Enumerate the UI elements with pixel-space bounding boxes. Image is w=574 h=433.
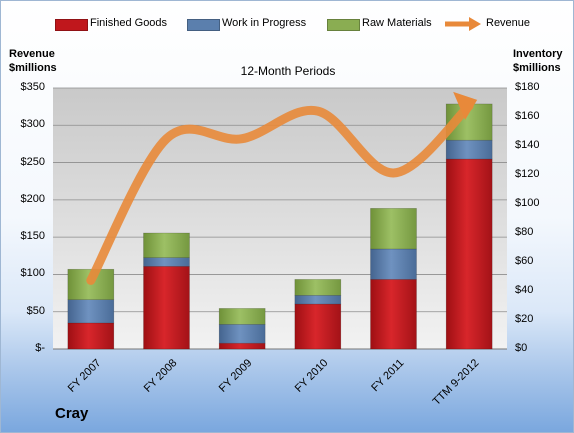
right-tick-label: $60 — [515, 255, 534, 267]
bar-finished-goods — [370, 279, 417, 350]
right-tick-label: $40 — [515, 284, 534, 296]
bar-work-in-progress — [445, 139, 493, 160]
left-tick-label: $200 — [20, 192, 45, 205]
legend-label-work-in-progress: Work in Progress — [222, 17, 307, 29]
bar-finished-goods — [143, 266, 190, 350]
right-tick-label: $120 — [515, 168, 540, 180]
bar-raw-materials — [294, 279, 342, 296]
right-axis-title-line1: Inventory — [513, 48, 563, 60]
right-tick-label: $20 — [515, 313, 534, 325]
right-tick-label: $80 — [515, 226, 534, 238]
gridlines — [53, 87, 507, 350]
right-tick-label: $100 — [515, 197, 540, 209]
bar-finished-goods — [218, 342, 266, 350]
revenue-line-layer — [86, 91, 478, 285]
left-tick-label: $50 — [26, 304, 45, 317]
left-tick-label: $300 — [20, 118, 45, 131]
legend-arrow-icon — [445, 17, 481, 31]
right-tick-label: $180 — [515, 81, 540, 93]
revenue-arrowhead — [453, 91, 478, 120]
bar-work-in-progress — [67, 299, 115, 324]
bars — [67, 103, 493, 350]
bar-work-in-progress — [218, 324, 266, 344]
plot-area — [53, 88, 507, 349]
left-tick-label: $100 — [20, 267, 45, 280]
bar-finished-goods — [445, 158, 493, 350]
bar-finished-goods — [294, 303, 342, 350]
legend-label-finished-goods: Finished Goods — [90, 17, 168, 29]
chart-subtitle: 12-Month Periods — [240, 64, 336, 78]
left-tick-label: $- — [35, 342, 45, 354]
legend-swatch-finished-goods — [55, 19, 88, 31]
bar-raw-materials — [370, 208, 417, 250]
left-tick-label: $150 — [20, 230, 45, 243]
legend-swatch-work-in-progress — [187, 19, 220, 31]
bar-finished-goods — [67, 322, 115, 350]
right-tick-label: $160 — [515, 110, 540, 122]
bar-work-in-progress — [294, 295, 342, 305]
right-tick-label: $0 — [515, 342, 528, 354]
right-tick-label: $140 — [515, 139, 540, 151]
revenue-line — [86, 101, 474, 285]
bar-raw-materials — [218, 308, 266, 325]
bar-work-in-progress — [370, 248, 417, 280]
legend-swatch-raw-materials — [327, 19, 360, 31]
left-axis-title-line2: $millions — [9, 62, 57, 74]
legend-label-raw-materials: Raw Materials — [362, 17, 432, 29]
left-tick-label: $250 — [20, 155, 45, 168]
bar-raw-materials — [143, 232, 190, 258]
legend-label-revenue: Revenue — [486, 17, 531, 29]
left-tick-label: $350 — [20, 81, 45, 93]
left-axis-title-line1: Revenue — [9, 48, 55, 60]
right-axis-title-line2: $millions — [513, 62, 561, 74]
company-name: Cray — [55, 405, 89, 422]
bar-work-in-progress — [143, 257, 190, 267]
